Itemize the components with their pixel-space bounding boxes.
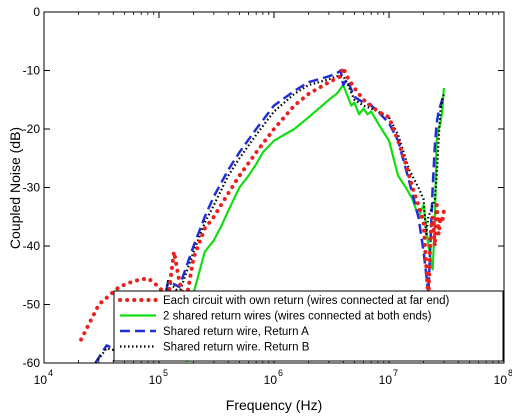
series-line-1 <box>79 65 446 342</box>
x-tick-exponent: 7 <box>393 368 398 378</box>
legend-label-2: 2 shared return wires (wires connected a… <box>163 311 432 323</box>
legend-box <box>113 290 504 362</box>
legend-label-4: Shared return wire. Return B <box>163 342 310 354</box>
x-tick-exponent: 4 <box>48 368 53 378</box>
x-tick-label: 10 <box>264 373 278 387</box>
x-axis-title: Frequency (Hz) <box>226 397 322 413</box>
y-tick-label: -60 <box>23 356 41 370</box>
x-tick-label: 10 <box>149 373 163 387</box>
x-tick-label: 10 <box>34 373 48 387</box>
x-tick-label: 10 <box>494 373 508 387</box>
series-line-2 <box>185 84 445 363</box>
y-tick-label: -20 <box>23 122 41 136</box>
y-axis-title: Coupled Noise (dB) <box>7 127 23 249</box>
legend-label-3: Shared return wire, Return A <box>163 326 309 338</box>
x-tick-label: 10 <box>379 373 393 387</box>
y-tick-label: -40 <box>23 239 41 253</box>
x-tick-exponent: 5 <box>163 368 168 378</box>
series-layer <box>79 65 446 363</box>
legend: Each circuit with own return (wires conn… <box>113 290 504 362</box>
legend-label-1: Each circuit with own return (wires conn… <box>163 295 450 307</box>
x-tick-exponent: 8 <box>508 368 512 378</box>
y-axis-ticks: 0 -10 -20 -30 -40 -50 -60 <box>23 5 504 370</box>
y-tick-label: -30 <box>23 181 41 195</box>
y-tick-label: -10 <box>23 64 41 78</box>
y-tick-label: -50 <box>23 298 41 312</box>
x-tick-exponent: 6 <box>278 368 283 378</box>
y-tick-label: 0 <box>33 5 40 19</box>
